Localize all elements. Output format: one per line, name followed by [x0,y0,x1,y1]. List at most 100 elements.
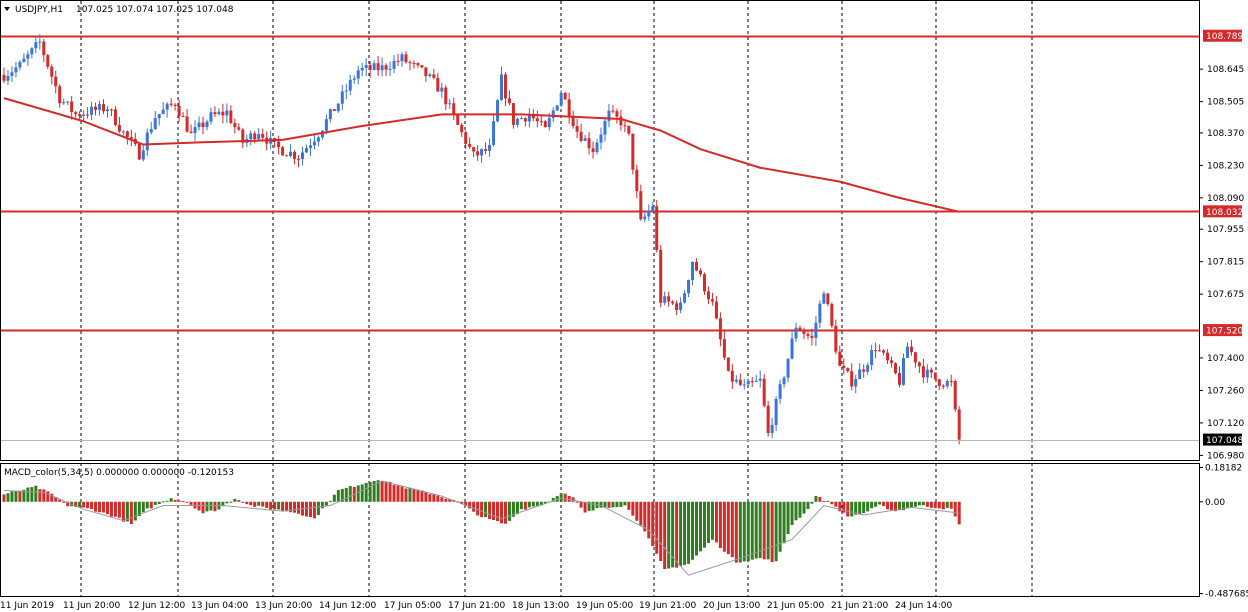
candle-body [46,55,50,67]
horizontal-lines[interactable] [1,35,1199,332]
histogram-bar [794,501,798,521]
histogram-bar [304,501,308,517]
candle-body [575,126,579,132]
histogram-bar [90,501,94,510]
histogram-bar [221,501,225,507]
candle-body [460,124,464,133]
histogram-bar [651,501,655,547]
histogram-bar [74,501,78,507]
candle-body [691,261,695,280]
candle-body [249,133,253,140]
candle-body [500,74,503,101]
candle-body [14,67,18,73]
candle-body [117,125,121,132]
histogram-bar [149,501,153,509]
candle-body [687,279,691,294]
histogram-bar [480,501,484,518]
histogram-bar [396,485,400,502]
histogram-bar [607,501,611,508]
histogram-bar [862,501,866,514]
candle-body [706,291,710,300]
candle-body [189,131,193,134]
time-tick-label: 14 Jun 12:00 [319,601,376,611]
candle-body [643,216,647,220]
histogram-bar [925,501,929,507]
histogram-bar [551,497,555,502]
histogram-bar [376,480,380,502]
candle-body [651,206,655,211]
candle-body [890,360,894,364]
candle-body [722,339,726,358]
candle-body [639,191,643,220]
histogram-bar [695,501,699,556]
candle-body [6,75,10,81]
candle-body [50,66,54,77]
candle-body [420,65,424,68]
histogram-bar [30,487,34,502]
candle-body [277,141,281,148]
candle-body [237,127,241,130]
histogram-bar [838,501,842,512]
candle-body [26,54,30,59]
candle-body [384,65,388,70]
histogram-bar [623,501,627,506]
candle-body [54,76,58,87]
histogram-bar [886,501,890,510]
histogram-bar [563,493,567,502]
histogram-bar [531,501,535,507]
triangle-down-icon[interactable] [4,7,10,11]
candle-body [412,63,416,65]
candle-body [659,250,663,303]
candles-layer [2,34,961,445]
histogram-bar [603,501,607,508]
histogram-bar [894,501,898,512]
histogram-bar [635,501,639,521]
histogram-bar [253,501,257,507]
candle-body [882,350,886,353]
histogram-bar [348,486,352,502]
histogram-bar [802,501,806,514]
histogram-bar [285,501,289,512]
histogram-bar [400,486,404,502]
histogram-bar [157,501,161,504]
price-tick-label: 106.980 [1207,451,1244,461]
histogram-bar [738,501,742,563]
candle-body [567,99,571,117]
price-badges: 108.789 108.032 107.520 107.048 [1203,29,1243,446]
price-badge [1203,205,1242,218]
candle-body [766,405,770,433]
histogram-bar [543,501,547,504]
candle-body [778,384,782,399]
candle-body [340,91,344,104]
candle-body [782,377,786,385]
candle-body [929,369,933,373]
histogram-bar [412,489,416,502]
candle-body [70,101,74,113]
candle-body [109,109,113,111]
histogram-bar [830,501,834,505]
candle-body [874,350,878,352]
main-chart-frame [0,0,1200,461]
histogram-bar [249,501,253,506]
candle-body [145,132,149,151]
candle-body [702,274,706,292]
histogram-bar [702,501,706,548]
candle-body [814,322,818,338]
candle-body [432,74,436,78]
candle-body [810,335,814,338]
histogram-bar [205,501,209,512]
candle-body [627,125,631,134]
ohlc-values: 107.025 107.074 107.025 107.048 [76,5,234,15]
histogram-bar [133,501,137,521]
histogram-bar [850,501,854,517]
candle-body [165,103,169,110]
price-badge [1203,324,1242,337]
histogram-bar [500,501,503,524]
candle-body [846,368,850,372]
candle-body [484,149,488,151]
histogram-bar [229,501,233,503]
histogram-bar [679,501,683,567]
candle-body [476,151,480,156]
candle-body [555,105,559,111]
